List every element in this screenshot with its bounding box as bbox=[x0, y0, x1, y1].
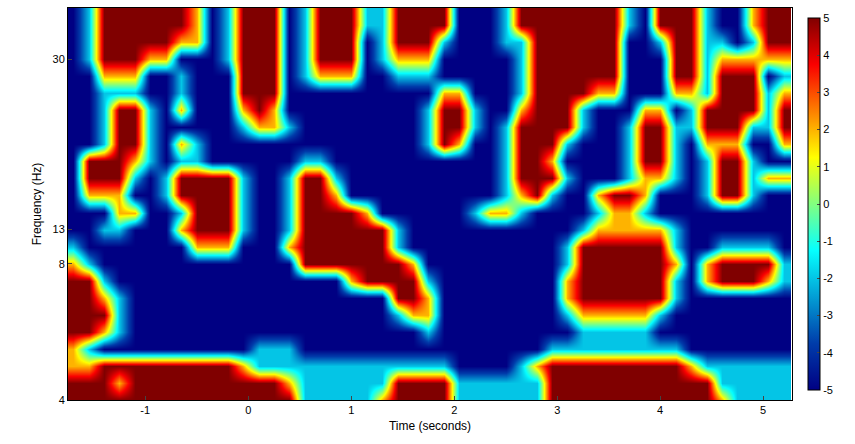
svg-text:4: 4 bbox=[59, 394, 65, 406]
svg-text:-1: -1 bbox=[823, 235, 833, 247]
svg-text:4: 4 bbox=[823, 49, 829, 61]
svg-text:1: 1 bbox=[823, 161, 829, 173]
svg-text:30: 30 bbox=[53, 53, 65, 65]
svg-text:-3: -3 bbox=[823, 309, 833, 321]
svg-text:-2: -2 bbox=[823, 272, 833, 284]
svg-text:13: 13 bbox=[53, 223, 65, 235]
svg-text:-4: -4 bbox=[823, 347, 833, 359]
svg-text:3: 3 bbox=[823, 86, 829, 98]
svg-text:5: 5 bbox=[823, 12, 829, 24]
svg-text:-1: -1 bbox=[140, 404, 150, 416]
svg-text:-5: -5 bbox=[823, 384, 833, 396]
svg-text:1: 1 bbox=[348, 404, 354, 416]
svg-text:8: 8 bbox=[59, 258, 65, 270]
svg-text:2: 2 bbox=[451, 404, 457, 416]
svg-text:0: 0 bbox=[245, 404, 251, 416]
svg-text:2: 2 bbox=[823, 123, 829, 135]
svg-text:5: 5 bbox=[760, 404, 766, 416]
svg-text:Frequency (Hz): Frequency (Hz) bbox=[30, 163, 44, 246]
svg-text:Time (seconds): Time (seconds) bbox=[389, 419, 471, 433]
svg-text:4: 4 bbox=[657, 404, 663, 416]
svg-text:0: 0 bbox=[823, 198, 829, 210]
svg-text:3: 3 bbox=[554, 404, 560, 416]
